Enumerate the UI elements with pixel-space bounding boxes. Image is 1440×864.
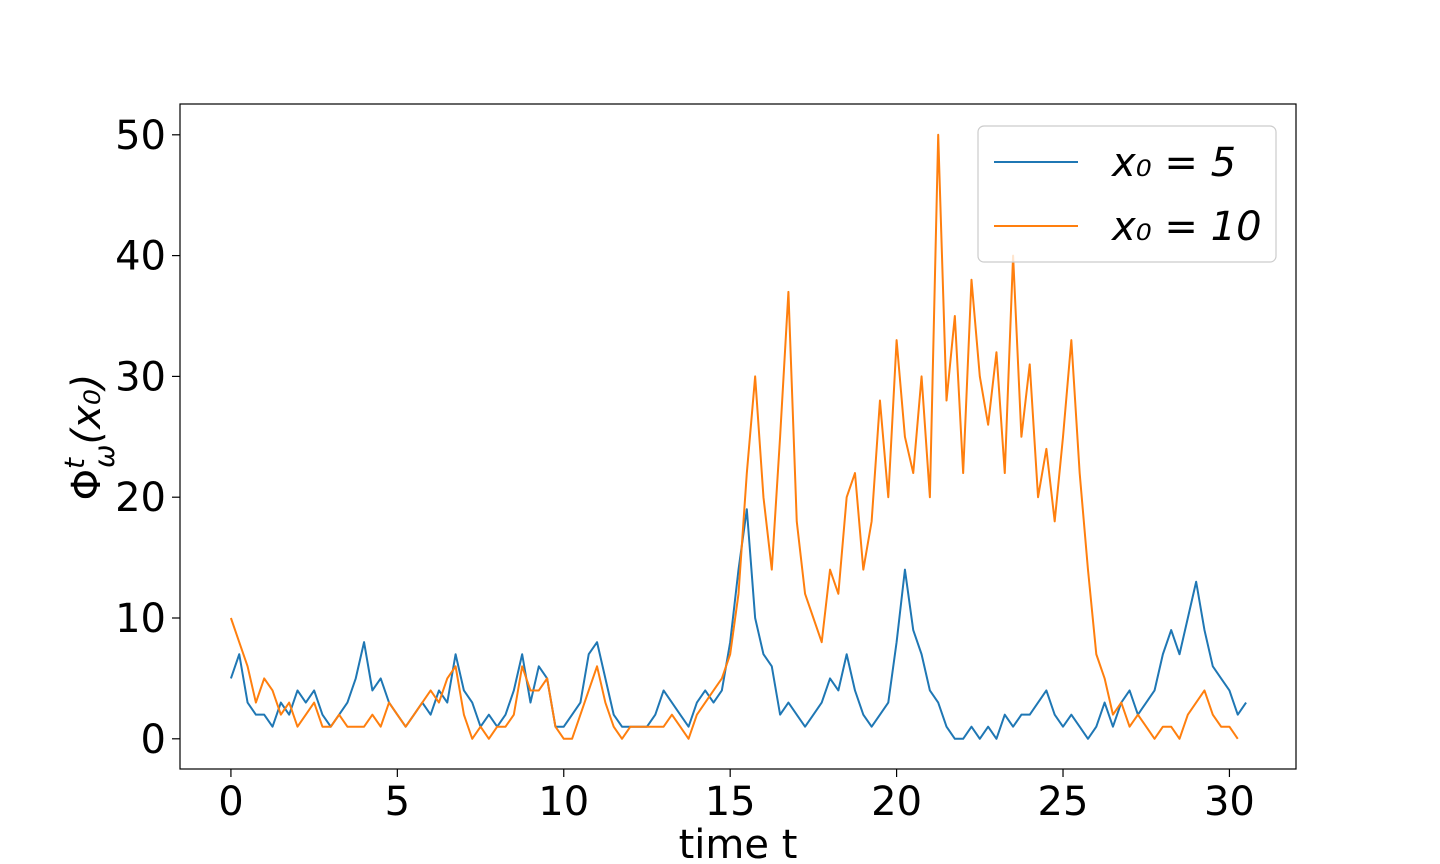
y-axis-label: Φtω(x₀) xyxy=(58,374,121,501)
plot-frame xyxy=(179,103,1297,770)
legend-label: x₀ = 5 xyxy=(1110,140,1236,186)
x-tick-label: 5 xyxy=(385,779,410,825)
series-line xyxy=(229,133,1239,740)
y-label-main: Φ xyxy=(64,469,110,500)
legend: x₀ = 5 x₀ = 10 xyxy=(977,125,1277,263)
y-tick-label: 50 xyxy=(115,113,166,159)
x-axis-label: time t xyxy=(679,822,798,864)
x-tick-label: 25 xyxy=(1038,779,1089,825)
y-label-arg: (x₀) xyxy=(64,374,110,445)
y-tick-label: 10 xyxy=(115,596,166,642)
y-tick-label: 0 xyxy=(141,717,166,763)
y-tick-label: 40 xyxy=(115,234,166,280)
y-tick-label: 30 xyxy=(115,354,166,400)
x-tick-label: 0 xyxy=(218,779,243,825)
x-tick-label: 15 xyxy=(705,779,756,825)
x-tick-label: 30 xyxy=(1204,779,1255,825)
y-label-sub: ω xyxy=(88,445,121,468)
x-tick-label: 20 xyxy=(871,779,922,825)
legend-box xyxy=(977,125,1277,263)
legend-label: x₀ = 10 xyxy=(1110,204,1262,250)
y-label-sup: t xyxy=(58,457,91,469)
y-tick-label: 20 xyxy=(115,475,166,521)
x-tick-label: 10 xyxy=(538,779,589,825)
